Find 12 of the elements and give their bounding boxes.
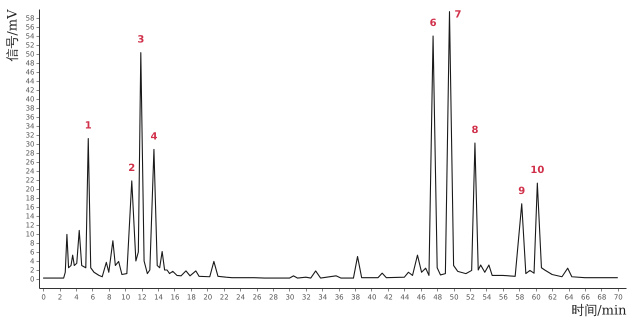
line-series xyxy=(42,11,618,279)
annotation: 3 xyxy=(137,34,144,46)
annotation: 2 xyxy=(128,162,136,174)
annotation: 6 xyxy=(430,18,437,29)
y-axis-title: 信号/mV xyxy=(6,8,21,62)
annotation: 8 xyxy=(471,125,478,136)
annotation: 1 xyxy=(84,120,92,132)
x-axis-title: 时间/min xyxy=(571,304,628,318)
annotation: 4 xyxy=(150,131,158,142)
annotation: 7 xyxy=(454,10,462,21)
annotation: 10 xyxy=(530,165,544,176)
annotation: 9 xyxy=(518,186,526,197)
